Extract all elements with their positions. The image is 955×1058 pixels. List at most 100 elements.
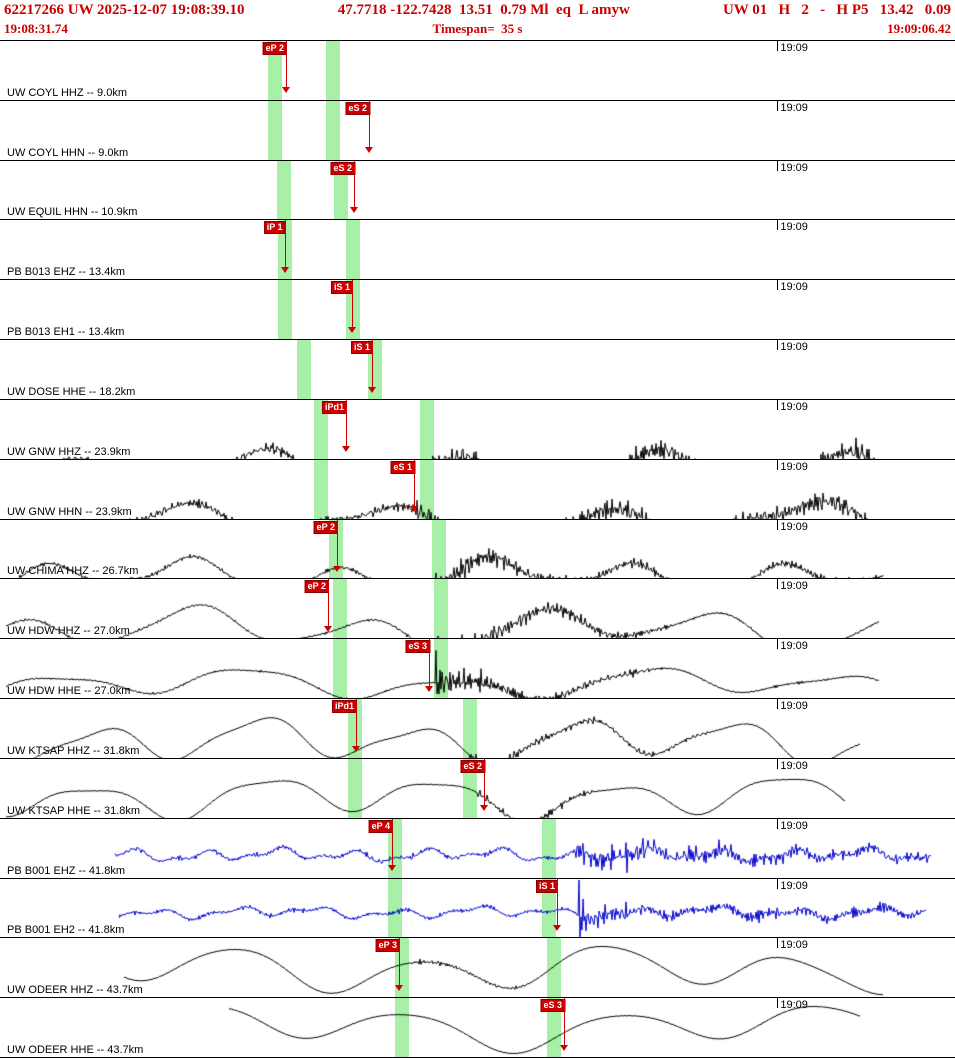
phase-pick-label: iS 1 xyxy=(330,281,353,295)
minute-label: 19:09 xyxy=(780,879,808,892)
trace-row: 19:09 UW GNW HHN -- 23.9km eS 1 xyxy=(0,458,955,519)
phase-pick-label: eS 3 xyxy=(540,999,566,1013)
phase-pick-label: iP 1 xyxy=(263,221,286,235)
phase-pick-label: eP 3 xyxy=(375,939,400,953)
event-id-origin: 62217266 UW 2025-12-07 19:08:39.10 xyxy=(4,2,245,18)
minute-label: 19:09 xyxy=(780,520,808,533)
trace-row: 19:09 UW CHIMA HHZ -- 26.7km eP 2 xyxy=(0,518,955,579)
phase-pick-arrow-icon xyxy=(394,984,403,991)
station-label: PB B001 EH2 -- 41.8km xyxy=(7,924,125,937)
phase-pick-label: eS 2 xyxy=(460,759,485,773)
minute-label: 19:09 xyxy=(780,42,808,54)
minute-tick xyxy=(777,340,779,351)
minute-label: 19:09 xyxy=(780,939,808,952)
waveform-trace[interactable] xyxy=(0,100,955,160)
waveform-trace[interactable] xyxy=(0,340,955,399)
minute-tick xyxy=(777,758,779,769)
window-start-time: 19:08:31.74 xyxy=(4,21,68,36)
station-label: UW KTSAP HHE -- 31.8km xyxy=(7,804,141,817)
minute-tick xyxy=(777,280,779,291)
phase-pick-line xyxy=(369,100,370,148)
minute-label: 19:09 xyxy=(780,101,808,114)
waveform-trace[interactable] xyxy=(0,280,955,340)
station-label: UW GNW HHN -- 23.9km xyxy=(7,505,132,518)
trace-row: 19:09 UW KTSAP HHE -- 31.8km eS 2 xyxy=(0,757,955,818)
minute-tick xyxy=(777,998,779,1009)
phase-pick-arrow-icon xyxy=(333,566,342,573)
phase-pick-line xyxy=(483,758,485,806)
minute-tick xyxy=(777,639,779,650)
phase-pick-label: iS 1 xyxy=(350,341,373,355)
phase-pick-line xyxy=(556,878,558,926)
waveform-trace[interactable] xyxy=(0,699,955,758)
minute-label: 19:09 xyxy=(780,700,808,713)
phase-pick-arrow-icon xyxy=(388,865,397,872)
phase-pick-line xyxy=(564,998,566,1045)
station-label: UW GNW HHZ -- 23.9km xyxy=(7,445,131,458)
phase-pick-label: eS 2 xyxy=(330,161,356,175)
timespan-label: Timespan= 35 s xyxy=(432,21,523,36)
minute-tick xyxy=(777,220,779,231)
minute-tick xyxy=(777,878,779,889)
waveform-trace[interactable] xyxy=(0,938,955,998)
minute-tick xyxy=(777,579,779,590)
waveform-trace[interactable] xyxy=(0,519,955,579)
waveform-trace[interactable] xyxy=(0,878,955,938)
trace-row: 19:09 PB B001 EHZ -- 41.8km eP 4 xyxy=(0,817,955,878)
phase-pick-arrow-icon xyxy=(479,805,488,812)
waveform-trace[interactable] xyxy=(0,818,955,878)
waveform-trace[interactable] xyxy=(0,220,955,280)
time-window-line: 19:08:31.74 Timespan= 35 s 19:09:06.42 xyxy=(0,20,955,40)
minute-tick xyxy=(777,100,779,111)
station-label: UW ODEER HHE -- 43.7km xyxy=(7,1044,144,1057)
station-label: UW COYL HHN -- 9.0km xyxy=(7,146,129,159)
minute-tick xyxy=(777,818,779,829)
station-label: UW KTSAP HHZ -- 31.8km xyxy=(7,744,140,757)
phase-pick-line xyxy=(345,399,347,447)
station-label: UW ODEER HHZ -- 43.7km xyxy=(7,984,143,997)
phase-pick-arrow-icon xyxy=(367,386,376,393)
phase-pick-line xyxy=(337,519,339,567)
phase-pick-line xyxy=(354,160,356,208)
phase-pick-arrow-icon xyxy=(341,446,350,453)
phase-pick-line xyxy=(286,41,288,88)
minute-tick xyxy=(777,519,779,530)
waveform-trace[interactable] xyxy=(0,459,955,519)
waveform-trace[interactable] xyxy=(0,399,955,459)
station-label: PB B013 EH1 -- 13.4km xyxy=(7,326,125,339)
phase-pick-label: eS 2 xyxy=(345,101,370,115)
station-label: UW CHIMA HHZ -- 26.7km xyxy=(7,565,139,578)
phase-pick-label: eS 1 xyxy=(390,460,415,474)
trace-row: 19:09 UW COYL HHN -- 9.0km eS 2 xyxy=(0,99,955,160)
trace-row: 19:09 PB B013 EHZ -- 13.4km iP 1 xyxy=(0,219,955,280)
phase-pick-label: iS 1 xyxy=(535,879,558,893)
station-label: UW HDW HHZ -- 27.0km xyxy=(7,625,130,638)
minute-label: 19:09 xyxy=(780,819,808,832)
phase-pick-arrow-icon xyxy=(282,87,291,94)
waveform-trace[interactable] xyxy=(0,998,955,1058)
trace-row: 19:09 UW GNW HHZ -- 23.9km iPd1 xyxy=(0,398,955,459)
phase-pick-arrow-icon xyxy=(552,925,561,932)
trace-row: 19:09 UW EQUIL HHN -- 10.9km eS 2 xyxy=(0,159,955,220)
phase-pick-label: eP 4 xyxy=(368,819,394,833)
waveform-trace[interactable] xyxy=(0,41,955,100)
phase-pick-line xyxy=(413,459,415,507)
minute-label: 19:09 xyxy=(780,580,808,593)
minute-label: 19:09 xyxy=(780,460,808,473)
station-label: UW DOSE HHE -- 18.2km xyxy=(7,385,136,398)
phase-pick-line xyxy=(356,699,358,746)
minute-tick xyxy=(777,699,779,710)
phase-pick-label: iPd1 xyxy=(332,700,358,714)
minute-tick xyxy=(777,41,779,51)
minute-label: 19:09 xyxy=(780,341,808,354)
phase-pick-arrow-icon xyxy=(424,685,433,692)
waveform-trace[interactable] xyxy=(0,579,955,639)
phase-pick-label: iPd1 xyxy=(321,400,347,414)
station-label: UW EQUIL HHN -- 10.9km xyxy=(7,206,138,219)
waveform-trace[interactable] xyxy=(0,639,955,699)
phase-pick-arrow-icon xyxy=(348,326,356,333)
minute-label: 19:09 xyxy=(780,281,808,294)
trace-row: 19:09 PB B013 EH1 -- 13.4km iS 1 xyxy=(0,279,955,340)
waveform-trace[interactable] xyxy=(0,160,955,220)
station-label: UW COYL HHZ -- 9.0km xyxy=(7,86,127,99)
